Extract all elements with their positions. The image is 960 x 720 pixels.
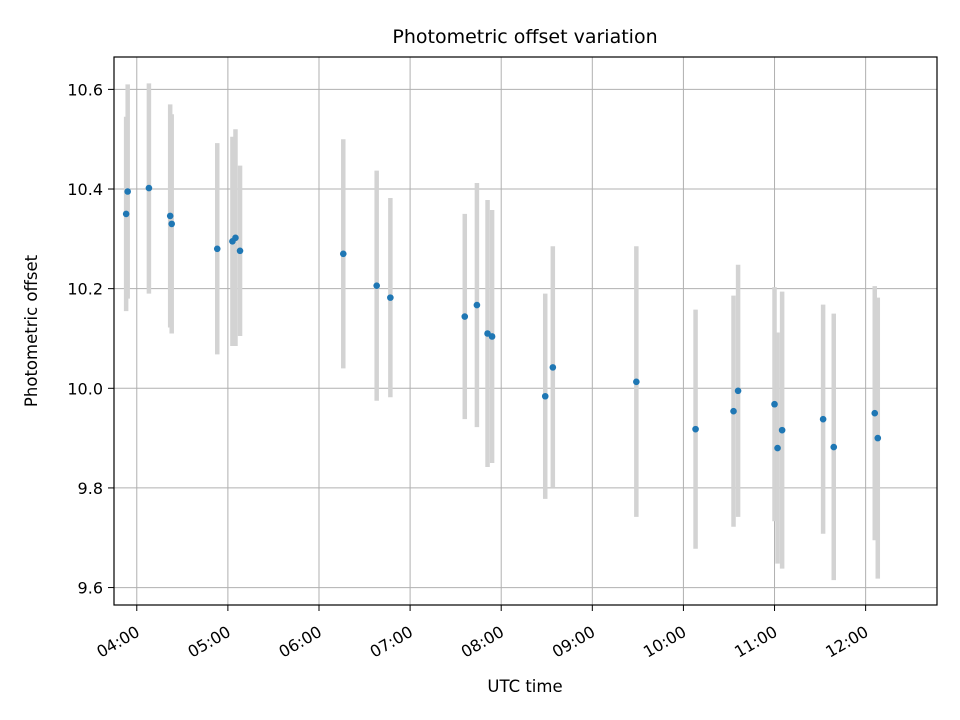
data-point [168, 220, 176, 228]
data-point [122, 210, 130, 218]
data-point [213, 245, 221, 253]
data-point [339, 250, 347, 258]
chart-title: Photometric offset variation [392, 26, 657, 48]
data-point [232, 234, 239, 242]
data-point [166, 212, 174, 220]
data-point [819, 415, 827, 423]
y-tick-label: 10.2 [67, 280, 103, 299]
y-tick-label: 10.0 [67, 379, 103, 398]
data-point [387, 294, 394, 301]
data-point [549, 364, 557, 371]
data-point [236, 247, 244, 255]
y-axis: 9.6 9.8 10.0 10.2 10.4 10.6 [67, 80, 114, 598]
data-point [830, 443, 838, 451]
data-point [771, 400, 778, 408]
data-point [461, 313, 469, 320]
data-point [633, 378, 640, 386]
x-axis-label: UTC time [487, 677, 562, 696]
data-point [874, 434, 882, 442]
y-tick-label: 10.4 [67, 180, 103, 199]
data-point [488, 333, 496, 340]
data-point [541, 392, 549, 400]
data-point [774, 444, 781, 452]
data-point [730, 407, 737, 415]
y-tick-label: 10.6 [67, 80, 103, 99]
data-point [473, 301, 481, 309]
data-points [122, 184, 882, 452]
data-point [373, 282, 380, 289]
data-point [145, 184, 153, 192]
y-axis-label: Photometric offset [22, 254, 41, 407]
grid [114, 57, 937, 605]
y-tick-label: 9.6 [78, 579, 103, 598]
y-tick-label: 9.8 [78, 479, 103, 498]
data-point [124, 188, 131, 195]
data-point [692, 425, 699, 433]
data-point [734, 387, 742, 395]
plot-frame [113, 56, 938, 606]
data-point [778, 426, 786, 434]
data-point [871, 409, 879, 417]
